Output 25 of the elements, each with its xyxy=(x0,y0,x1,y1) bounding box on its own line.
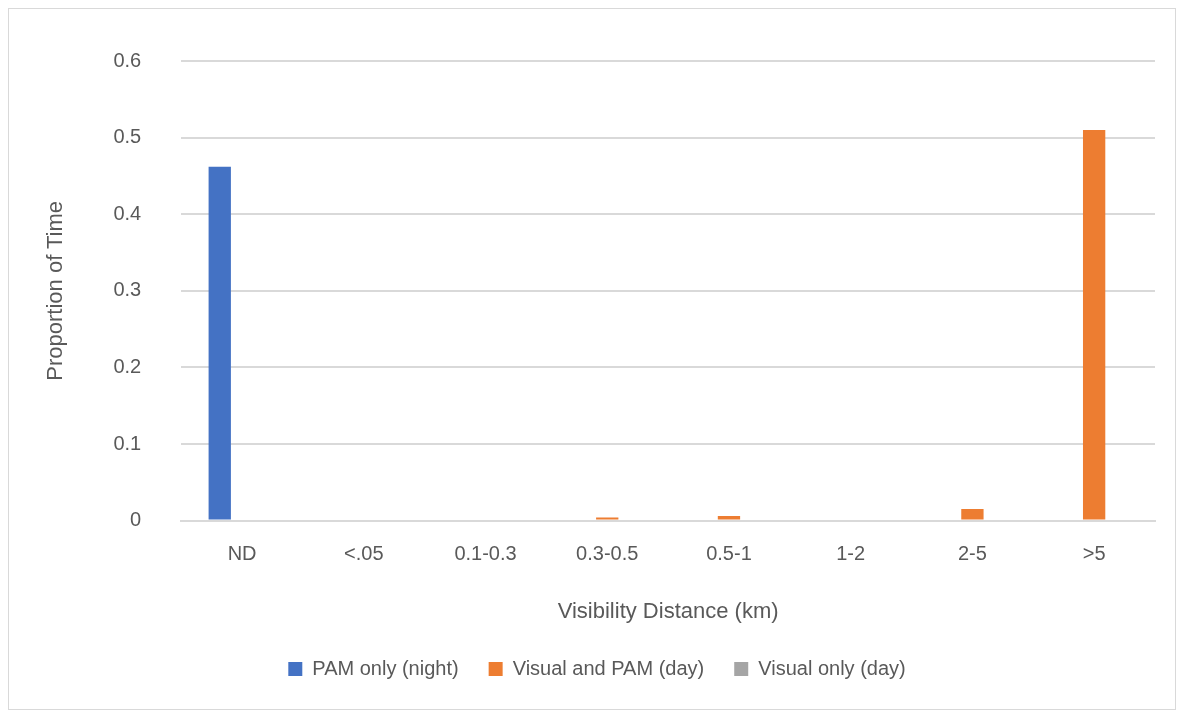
bar xyxy=(1082,129,1106,520)
legend-label: Visual only (day) xyxy=(758,656,906,679)
x-tick-label: 2-5 xyxy=(957,542,987,565)
bar xyxy=(596,517,619,520)
y-axis-title: Proportion of Time xyxy=(42,200,68,381)
y-tick-label: 0 xyxy=(130,508,142,531)
x-tick-label: >5 xyxy=(1082,542,1106,565)
x-tick-label: 1-2 xyxy=(836,542,866,565)
x-tick-label: 0.1-0.3 xyxy=(454,542,517,565)
legend-label: Visual and PAM (day) xyxy=(512,656,705,679)
y-tick-label: 0.2 xyxy=(113,354,142,377)
y-tick-label: 0.1 xyxy=(113,431,142,454)
bar xyxy=(717,516,741,520)
x-tick-label: 0.3-0.5 xyxy=(576,542,639,565)
y-tick-label: 0.3 xyxy=(113,278,142,301)
legend-label: PAM only (night) xyxy=(312,656,459,679)
y-tick-label: 0.4 xyxy=(113,201,142,224)
x-axis-title: Visibility Distance (km) xyxy=(557,597,779,623)
bar xyxy=(961,509,984,520)
y-tick-label: 0.5 xyxy=(113,125,142,148)
bar xyxy=(208,166,231,520)
x-tick-label: ND xyxy=(227,542,257,565)
x-tick-label: 0.5-1 xyxy=(706,542,752,565)
x-tick-label: <.05 xyxy=(344,542,384,565)
y-tick-label: 0.6 xyxy=(113,48,142,71)
